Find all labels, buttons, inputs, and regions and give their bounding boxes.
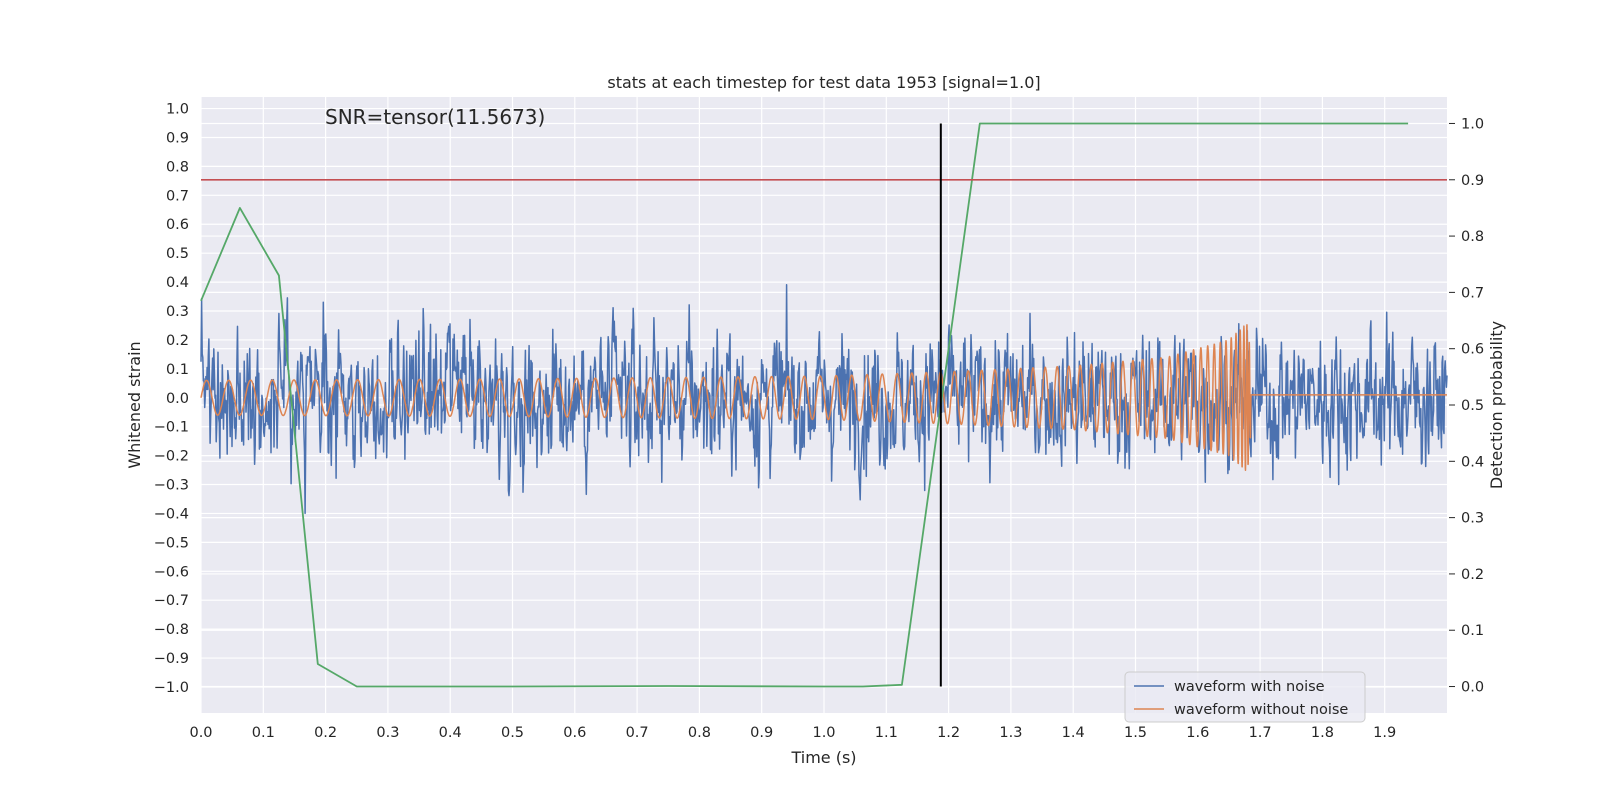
x-tick-label: 1.1 <box>875 725 898 741</box>
series-layer <box>200 122 1448 688</box>
y2-tick-label: 0.8 <box>1461 229 1484 245</box>
x-tick-label: 1.8 <box>1311 725 1334 741</box>
y-tick-label: −0.6 <box>154 564 189 580</box>
x-tick-label: 1.9 <box>1373 725 1396 741</box>
x-tick-label: 0.3 <box>376 725 399 741</box>
legend: waveform with noise waveform without noi… <box>1124 671 1366 723</box>
y-tick-label: −1.0 <box>154 680 189 696</box>
chart-title: stats at each timestep for test data 195… <box>607 73 1040 92</box>
y-tick-label: 0.6 <box>166 217 189 233</box>
snr-annotation: SNR=tensor(11.5673) <box>325 105 545 129</box>
y2-tick-label: 0.2 <box>1461 567 1484 583</box>
y2-tick-label: 1.0 <box>1461 116 1484 132</box>
y-tick-label: 0.9 <box>166 130 189 146</box>
y-tick-label: 0.4 <box>166 275 189 291</box>
y2-tick-label: 0.0 <box>1461 680 1484 696</box>
y2-tick-label: 0.1 <box>1461 623 1484 639</box>
x-tick-label: 0.4 <box>439 725 462 741</box>
x-tick-label: 1.4 <box>1062 725 1085 741</box>
x-tick-label: 0.0 <box>189 725 212 741</box>
y-tick-label: −0.5 <box>154 535 189 551</box>
y-tick-label: 0.1 <box>166 362 189 378</box>
x-tick-label: 1.7 <box>1249 725 1272 741</box>
legend-box <box>1124 671 1366 723</box>
legend-label-clean: waveform without noise <box>1174 702 1348 718</box>
x-tick-label: 1.6 <box>1186 725 1209 741</box>
x-tick-label: 0.1 <box>252 725 275 741</box>
x-tick-label: 1.3 <box>999 725 1022 741</box>
y-tick-label: 0.3 <box>166 304 189 320</box>
y-tick-label: −0.7 <box>154 593 189 609</box>
y-tick-label: −0.9 <box>154 651 189 667</box>
x-tick-label: 1.0 <box>812 725 835 741</box>
y-tick-label: 0.5 <box>166 246 189 262</box>
legend-label-noise: waveform with noise <box>1174 679 1325 695</box>
x-tick-label: 1.5 <box>1124 725 1147 741</box>
y-tick-label: 0.2 <box>166 333 189 349</box>
y-tick-label: 0.0 <box>166 391 189 407</box>
y-tick-label: −0.8 <box>154 622 189 638</box>
x-tick-label: 0.8 <box>688 725 711 741</box>
y-tick-label: 0.7 <box>166 188 189 204</box>
y2-tick-label: 0.5 <box>1461 398 1484 414</box>
tick-labels: 0.0 0.1 0.2 0.3 0.4 0.5 0.6 0.7 0.8 0.9 1.0 1.1 1.2 1… <box>154 102 1484 741</box>
y-tick-label: −0.2 <box>154 449 189 465</box>
y-axis-label: Whitened strain <box>125 341 144 468</box>
y-tick-label: −0.3 <box>154 478 189 494</box>
series-detection-probability <box>200 122 1409 688</box>
y2-tick-label: 0.3 <box>1461 511 1484 527</box>
x-tick-label: 0.5 <box>501 725 524 741</box>
x-tick-label: 0.9 <box>750 725 773 741</box>
reference-lines <box>201 123 1447 687</box>
y-tick-label: 1.0 <box>166 102 189 118</box>
series-waveform-without-noise <box>200 324 1448 472</box>
x-tick-label: 1.2 <box>937 725 960 741</box>
y2-tick-label: 0.9 <box>1461 173 1484 189</box>
y2-tick-label: 0.4 <box>1461 454 1484 470</box>
y-tick-label: −0.1 <box>154 420 189 436</box>
x-axis-label: Time (s) <box>790 748 856 767</box>
grid-lines <box>200 97 1447 713</box>
x-tick-label: 0.7 <box>626 725 649 741</box>
y2-tick-label: 0.7 <box>1461 285 1484 301</box>
y2-axis-label: Detection probability <box>1487 321 1506 489</box>
x-tick-label: 0.6 <box>563 725 586 741</box>
x-tick-label: 0.2 <box>314 725 337 741</box>
y2-tick-label: 0.6 <box>1461 342 1484 358</box>
y-tick-label: −0.4 <box>154 506 189 522</box>
y-tick-label: 0.8 <box>166 159 189 175</box>
